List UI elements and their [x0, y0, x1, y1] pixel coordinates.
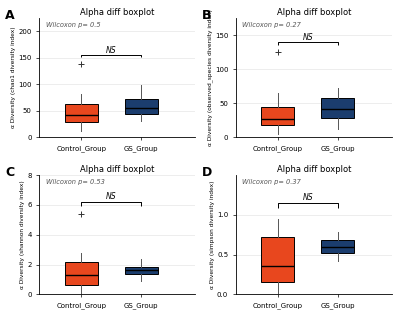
- Y-axis label: α Diversity (simpson diversity index): α Diversity (simpson diversity index): [210, 180, 215, 289]
- Text: D: D: [202, 166, 212, 179]
- Text: Wilcoxon p= 0.53: Wilcoxon p= 0.53: [46, 179, 104, 185]
- Title: Alpha diff boxplot: Alpha diff boxplot: [276, 8, 351, 17]
- Text: C: C: [5, 166, 14, 179]
- Title: Alpha diff boxplot: Alpha diff boxplot: [276, 165, 351, 174]
- Text: Wilcoxon p= 0.27: Wilcoxon p= 0.27: [242, 22, 301, 28]
- Bar: [65, 104, 98, 122]
- Text: B: B: [202, 9, 211, 22]
- Text: Wilcoxon p= 0.5: Wilcoxon p= 0.5: [46, 22, 100, 28]
- Title: Alpha diff boxplot: Alpha diff boxplot: [80, 8, 154, 17]
- Text: A: A: [5, 9, 15, 22]
- Text: NS: NS: [302, 33, 313, 42]
- Text: NS: NS: [106, 46, 116, 55]
- Bar: [261, 107, 294, 125]
- Text: Wilcoxon p= 0.37: Wilcoxon p= 0.37: [242, 179, 301, 185]
- Text: NS: NS: [302, 193, 313, 202]
- Title: Alpha diff boxplot: Alpha diff boxplot: [80, 165, 154, 174]
- Bar: [65, 262, 98, 285]
- Y-axis label: α Diversity (shannon diversity index): α Diversity (shannon diversity index): [20, 180, 25, 289]
- Bar: [261, 237, 294, 282]
- Bar: [321, 98, 354, 118]
- Bar: [125, 99, 158, 114]
- Bar: [321, 240, 354, 253]
- Bar: [125, 267, 158, 274]
- Y-axis label: α Diversity (chao1 diversity index): α Diversity (chao1 diversity index): [11, 27, 16, 128]
- Y-axis label: α Diversity (observed_species diversity index): α Diversity (observed_species diversity …: [207, 9, 213, 146]
- Text: NS: NS: [106, 192, 116, 201]
